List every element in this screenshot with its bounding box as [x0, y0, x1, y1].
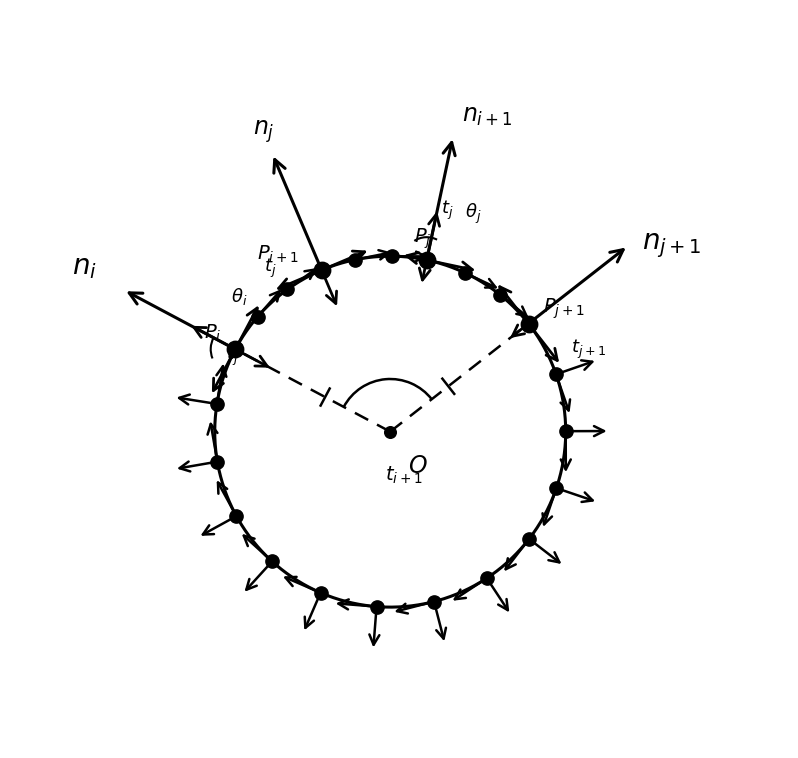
Text: $n_{i+1}$: $n_{i+1}$: [462, 104, 512, 127]
Point: [230, 510, 243, 522]
Text: $\boldsymbol{n_i}$: $\boldsymbol{n_i}$: [73, 253, 97, 281]
Point: [314, 587, 327, 599]
Point: [229, 343, 242, 356]
Point: [349, 254, 361, 266]
Point: [421, 254, 433, 266]
Point: [480, 572, 493, 584]
Text: $P_i$: $P_i$: [203, 323, 221, 344]
Text: $O$: $O$: [408, 455, 428, 478]
Point: [550, 368, 563, 381]
Point: [315, 264, 328, 276]
Text: $n_j$: $n_j$: [253, 118, 275, 145]
Text: $t_j$: $t_j$: [440, 199, 453, 222]
Point: [266, 556, 279, 568]
Text: $\theta_j$: $\theta_j$: [465, 202, 482, 226]
Text: $t_j$: $t_j$: [264, 256, 276, 280]
Point: [211, 456, 223, 468]
Text: $t_{j+1}$: $t_{j+1}$: [571, 338, 606, 361]
Point: [385, 250, 398, 262]
Point: [550, 482, 563, 494]
Text: $P_{i+1}$: $P_{i+1}$: [257, 243, 298, 265]
Point: [211, 398, 223, 410]
Text: $\boldsymbol{n_{j+1}}$: $\boldsymbol{n_{j+1}}$: [642, 231, 701, 260]
Text: $P_{j+1}$: $P_{j+1}$: [543, 297, 584, 321]
Point: [251, 311, 264, 323]
Text: $\theta_i$: $\theta_i$: [231, 286, 247, 307]
Point: [522, 318, 535, 330]
Point: [428, 596, 440, 608]
Text: $t_j$: $t_j$: [226, 344, 239, 368]
Point: [459, 267, 472, 279]
Point: [370, 600, 383, 612]
Text: $t_{i+1}$: $t_{i+1}$: [385, 465, 423, 486]
Point: [281, 283, 294, 296]
Point: [494, 289, 507, 301]
Text: $P_j$: $P_j$: [414, 226, 432, 251]
Point: [559, 425, 572, 437]
Point: [384, 425, 397, 437]
Point: [523, 533, 535, 545]
